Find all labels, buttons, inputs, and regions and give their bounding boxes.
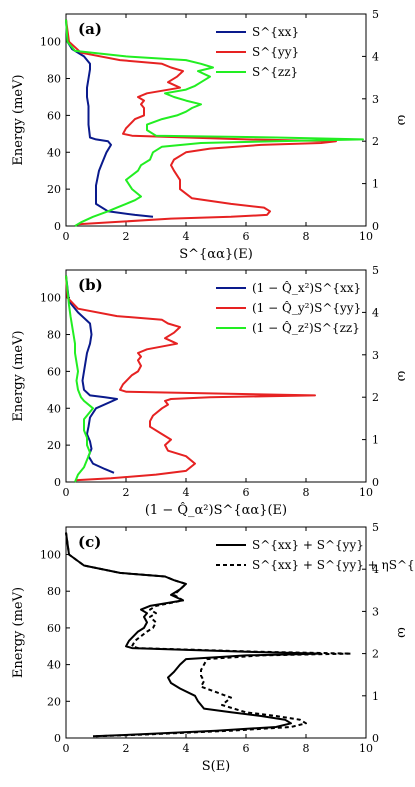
y2-tick-label: 1 (372, 434, 379, 447)
y2-tick-label: 3 (372, 605, 379, 618)
y2-tick-label: 5 (372, 8, 379, 21)
x-tick-label: 0 (63, 486, 70, 499)
x-tick-label: 4 (183, 486, 190, 499)
panel-label: (c) (78, 533, 101, 551)
plot-frame (65, 269, 367, 483)
series-line-3 (65, 275, 94, 483)
panel-label: (b) (78, 276, 103, 294)
series-line-2 (65, 19, 337, 226)
series-line-1 (65, 275, 118, 474)
y-tick-label: 40 (47, 659, 61, 672)
x-tick-label: 0 (63, 230, 70, 243)
series-line-3 (65, 19, 364, 227)
y2-tick-label: 0 (372, 476, 379, 489)
legend-entry: S^{yy} (252, 45, 299, 59)
x-tick-label: 2 (123, 230, 130, 243)
x-tick-label: 8 (303, 230, 310, 243)
y2-axis-title: ω (394, 115, 409, 126)
y-tick-label: 20 (47, 439, 61, 452)
y-tick-label: 60 (47, 109, 61, 122)
y-tick-label: 100 (40, 292, 61, 305)
series-line-2 (65, 532, 352, 738)
y2-axis-title: ω (394, 371, 409, 382)
y2-tick-label: 3 (372, 349, 379, 362)
legend-entry: S^{xx} + S^{yy} + ηS^{zz} (252, 558, 415, 572)
legend-entry: S^{zz} (252, 65, 298, 79)
y-tick-label: 80 (47, 585, 61, 598)
legend-entry: (1 − Q̂_y²)S^{yy} (252, 300, 361, 315)
chart-panel-1: 0 2 4 6 8 10020406080100012345S^{αα}(E)Energy… (11, 8, 409, 262)
y2-tick-label: 4 (372, 50, 379, 63)
y-tick-label: 60 (47, 622, 61, 635)
x-tick-label: 4 (183, 742, 190, 755)
y2-tick-label: 2 (372, 391, 379, 404)
y-tick-label: 0 (54, 220, 61, 233)
x-tick-label: 10 (359, 230, 373, 243)
x-tick-label: 6 (243, 742, 250, 755)
y-tick-label: 40 (47, 146, 61, 159)
series-line-2 (65, 275, 316, 482)
x-tick-label: 8 (303, 742, 310, 755)
y-tick-label: 60 (47, 365, 61, 378)
plot-frame (65, 13, 367, 227)
y2-tick-label: 5 (372, 521, 379, 534)
y2-tick-label: 0 (372, 220, 379, 233)
y-axis-title: Energy (meV) (11, 74, 26, 165)
y2-tick-label: 4 (372, 306, 379, 319)
y-tick-label: 100 (40, 549, 61, 562)
y2-tick-label: 1 (372, 178, 379, 191)
x-tick-label: 2 (123, 486, 130, 499)
series-line-1 (65, 19, 154, 218)
legend-entry: (1 − Q̂_x²)S^{xx} (252, 280, 361, 295)
x-tick-label: 10 (359, 486, 373, 499)
panel-label: (a) (78, 20, 102, 38)
y2-tick-label: 5 (372, 264, 379, 277)
y-tick-label: 20 (47, 695, 61, 708)
y2-tick-label: 0 (372, 732, 379, 745)
legend-entry: S^{xx} (252, 25, 299, 39)
y-axis-title: Energy (meV) (11, 587, 26, 678)
x-tick-label: 10 (359, 742, 373, 755)
x-axis-title: S(E) (202, 759, 231, 774)
y-tick-label: 0 (54, 732, 61, 745)
x-tick-label: 8 (303, 486, 310, 499)
x-tick-label: 4 (183, 230, 190, 243)
plot-frame (65, 526, 367, 739)
x-axis-title: (1 − Q̂_α²)S^{αα}(E) (145, 502, 287, 518)
y2-axis-title: ω (394, 627, 409, 638)
x-tick-label: 6 (243, 230, 250, 243)
x-tick-label: 6 (243, 486, 250, 499)
y2-tick-label: 1 (372, 690, 379, 703)
y-tick-label: 100 (40, 36, 61, 49)
y-tick-label: 80 (47, 73, 61, 86)
legend-entry: S^{xx} + S^{yy} (252, 538, 364, 552)
y-tick-label: 80 (47, 329, 61, 342)
y2-tick-label: 2 (372, 648, 379, 661)
x-tick-label: 2 (123, 742, 130, 755)
legend-entry: (1 − Q̂_z²)S^{zz} (252, 320, 360, 335)
y2-tick-label: 2 (372, 135, 379, 148)
y2-tick-label: 4 (372, 563, 379, 576)
y-tick-label: 0 (54, 476, 61, 489)
y-tick-label: 40 (47, 402, 61, 415)
x-tick-label: 0 (63, 742, 70, 755)
y2-tick-label: 3 (372, 93, 379, 106)
y-axis-title: Energy (meV) (11, 330, 26, 421)
x-axis-title: S^{αα}(E) (179, 247, 253, 262)
y-tick-label: 20 (47, 183, 61, 196)
